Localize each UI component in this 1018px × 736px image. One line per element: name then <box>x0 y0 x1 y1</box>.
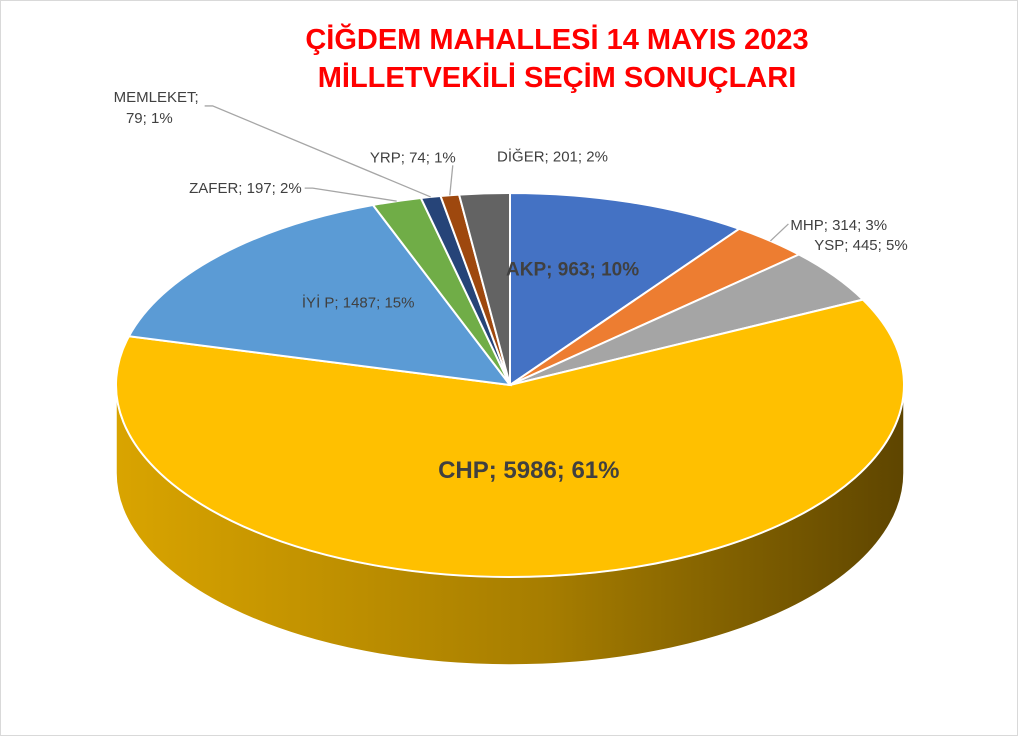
leader-line-mhp <box>769 223 789 242</box>
data-label-chp: CHP; 5986; 61% <box>438 457 619 484</box>
pie-slice-i-yi-p <box>127 203 513 387</box>
data-label-akp: AKP; 963; 10% <box>506 259 639 280</box>
pie-slice-di-er <box>457 191 511 386</box>
data-label-ysp: YSP; 445; 5% <box>814 237 907 254</box>
pie-slice-chp <box>115 298 905 578</box>
data-label-mhp: MHP; 314; 3% <box>790 217 887 234</box>
data-label-memleket-line1: MEMLEKET; <box>114 89 199 106</box>
pie-slice-akp <box>509 191 742 387</box>
leader-line-memleket <box>204 105 431 198</box>
leader-line-yrp <box>449 165 454 196</box>
leader-line-zafer <box>304 187 397 202</box>
data-label-memleket-line2: 79; 1% <box>126 110 173 127</box>
data-label-yrp: YRP; 74; 1% <box>370 149 456 166</box>
data-label-i-yi-p: İYİ P; 1487; 15% <box>302 294 415 312</box>
data-label-zafer: ZAFER; 197; 2% <box>189 180 302 197</box>
chart-title-line-1: ÇİĞDEM MAHALLESİ 14 MAYIS 2023 <box>305 24 809 56</box>
data-label-di-er: DİĞER; 201; 2% <box>497 147 608 165</box>
chart-title-line-2: MİLLETVEKİLİ SEÇİM SONUÇLARI <box>317 62 797 94</box>
